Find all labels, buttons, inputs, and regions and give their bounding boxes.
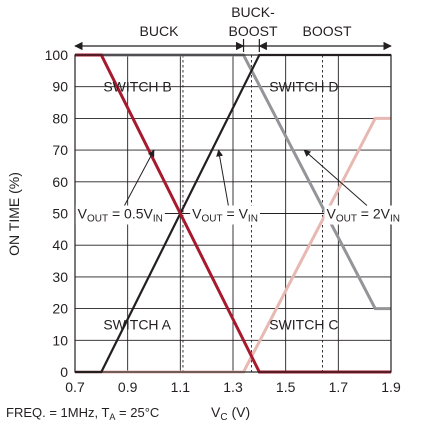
annotation-arrow-2 <box>303 149 368 206</box>
annotation-main-2: V <box>326 206 336 222</box>
y-tick-label-9: 90 <box>52 79 68 95</box>
x-axis-label: VC (V) <box>211 404 250 423</box>
y-tick-label-0: 0 <box>60 364 68 380</box>
annotation-bg-0 <box>75 205 165 225</box>
annotation-main-0: V <box>78 206 88 222</box>
x-axis-label-main: V <box>211 404 221 420</box>
series-label-switch-b: SWITCH B <box>103 79 171 95</box>
x-tick-label-0: 0.7 <box>65 379 85 395</box>
series-labels: SWITCH B SWITCH A SWITCH D SWITCH C <box>103 79 338 333</box>
y-tick-label-6: 60 <box>52 174 68 190</box>
region-label-buck-boost-line1: BUCK- <box>231 4 275 20</box>
x-tick-label-5: 1.7 <box>329 379 349 395</box>
series-label-switch-a: SWITCH A <box>103 316 171 332</box>
annotation-sub2-0: IN <box>153 214 163 225</box>
region-label-boost: BOOST <box>302 23 351 39</box>
x-axis-label-unit: (V) <box>228 404 251 420</box>
footnote-suffix: = 25°C <box>115 405 159 420</box>
footnote: FREQ. = 1MHz, TA = 25°C <box>6 405 159 422</box>
annotation-bg-2 <box>324 205 403 225</box>
footnote-sub: A <box>109 412 115 422</box>
y-tick-label-3: 30 <box>52 269 68 285</box>
region-label-buck-boost-line2: BOOST <box>228 23 277 39</box>
y-tick-label-4: 40 <box>52 237 68 253</box>
y-tick-label-7: 70 <box>52 142 68 158</box>
annotation-rest-2: = 2V <box>357 206 391 222</box>
annotation-label-1: VOUT = VIN <box>192 206 258 225</box>
region-label-buck: BUCK <box>140 23 180 39</box>
x-tick-label-3: 1.3 <box>223 379 243 395</box>
series-label-switch-d: SWITCH D <box>269 79 338 95</box>
annotation-sub-0: OUT <box>87 214 108 225</box>
annotation-main-1: V <box>192 206 202 222</box>
x-tick-label-6: 1.9 <box>381 379 401 395</box>
y-tick-label-2: 20 <box>52 301 68 317</box>
annotation-label-0: VOUT = 0.5VIN <box>78 206 163 225</box>
x-tick-label-1: 0.9 <box>118 379 138 395</box>
annotation-arrow-1 <box>216 149 229 206</box>
y-tick-label-8: 80 <box>52 110 68 126</box>
x-tick-label-4: 1.5 <box>276 379 296 395</box>
y-tick-label-1: 10 <box>52 332 68 348</box>
x-axis-label-sub: C <box>220 412 227 423</box>
annotations: VOUT = 0.5VIN VOUT = VIN VOUT = 2VIN <box>75 149 403 225</box>
annotation-rest-0: = 0.5V <box>108 206 153 222</box>
footnote-prefix: FREQ. = 1MHz, T <box>6 405 109 420</box>
annotation-arrow-0 <box>124 149 155 206</box>
y-tick-label-5: 50 <box>52 206 68 222</box>
annotation-bg-1 <box>190 205 260 225</box>
region-bracket: BUCK BUCK- BOOST BOOST <box>74 4 392 52</box>
annotation-sub2-2: IN <box>390 214 400 225</box>
x-tick-label-2: 1.1 <box>171 379 191 395</box>
y-axis-label: ON TIME (%) <box>6 172 22 256</box>
series-label-switch-c: SWITCH C <box>269 316 338 332</box>
annotation-sub2-1: IN <box>248 214 258 225</box>
y-tick-label-10: 100 <box>45 47 69 63</box>
annotation-sub-1: OUT <box>202 214 223 225</box>
tick-labels: 0 10 20 30 40 50 60 70 80 90 100 0.7 0.9 1.1 1.3 1.5 1.7… <box>45 47 401 395</box>
annotation-sub-2: OUT <box>336 214 357 225</box>
annotation-label-2: VOUT = 2VIN <box>326 206 400 225</box>
annotation-rest-1: = V <box>223 206 249 222</box>
